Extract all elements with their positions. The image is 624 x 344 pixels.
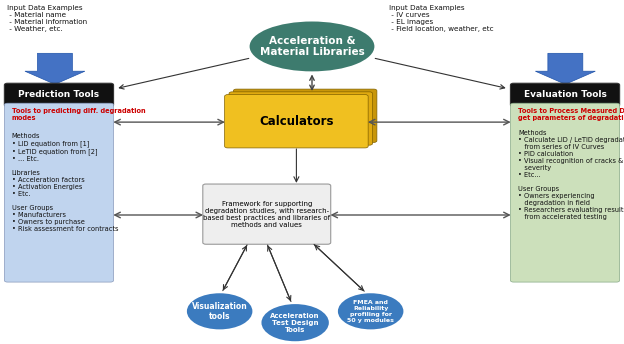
Text: Framework for supporting
degradation studies, with research-
based best practice: Framework for supporting degradation stu… [203,201,330,228]
Text: Input Data Examples
 - IV curves
 - EL images
 - Field location, weather, etc: Input Data Examples - IV curves - EL ima… [389,5,494,32]
Text: Visualization
tools: Visualization tools [192,302,248,321]
Text: Input Data Examples
 - Material name
 - Material information
 - Weather, etc.: Input Data Examples - Material name - Ma… [7,5,87,32]
Ellipse shape [187,293,253,330]
Text: Tools to predicting diff. degradation
modes: Tools to predicting diff. degradation mo… [12,108,145,121]
Ellipse shape [250,21,374,72]
FancyBboxPatch shape [233,89,377,142]
Text: Calculators: Calculators [259,115,334,128]
Text: Evaluation Tools: Evaluation Tools [524,90,607,99]
Text: FMEA and
Reliability
profiling for
50 y modules: FMEA and Reliability profiling for 50 y … [347,300,394,323]
Text: Acceleration &
Material Libraries: Acceleration & Material Libraries [260,36,364,57]
Text: Methods
• LID equation from [1]
• LeTID equation from [2]
• ... Etc.

Libraries
: Methods • LID equation from [1] • LeTID … [12,133,119,232]
Text: Acceleration
Test Design
Tools: Acceleration Test Design Tools [270,313,320,333]
FancyBboxPatch shape [203,184,331,244]
FancyBboxPatch shape [225,95,368,148]
Text: Methods
• Calculate LID / LeTID degradation
   from series of IV Curves
• PID ca: Methods • Calculate LID / LeTID degradat… [518,130,624,220]
Polygon shape [25,53,85,84]
FancyBboxPatch shape [4,103,114,282]
Ellipse shape [261,304,329,341]
FancyBboxPatch shape [4,83,114,107]
Text: Tools to Process Measured Data to
get parameters of degradation: Tools to Process Measured Data to get pa… [518,108,624,121]
Text: Prediction Tools: Prediction Tools [18,90,100,99]
FancyBboxPatch shape [510,83,620,107]
FancyBboxPatch shape [510,103,620,282]
FancyBboxPatch shape [229,92,373,145]
Polygon shape [535,53,595,84]
Ellipse shape [338,293,403,330]
